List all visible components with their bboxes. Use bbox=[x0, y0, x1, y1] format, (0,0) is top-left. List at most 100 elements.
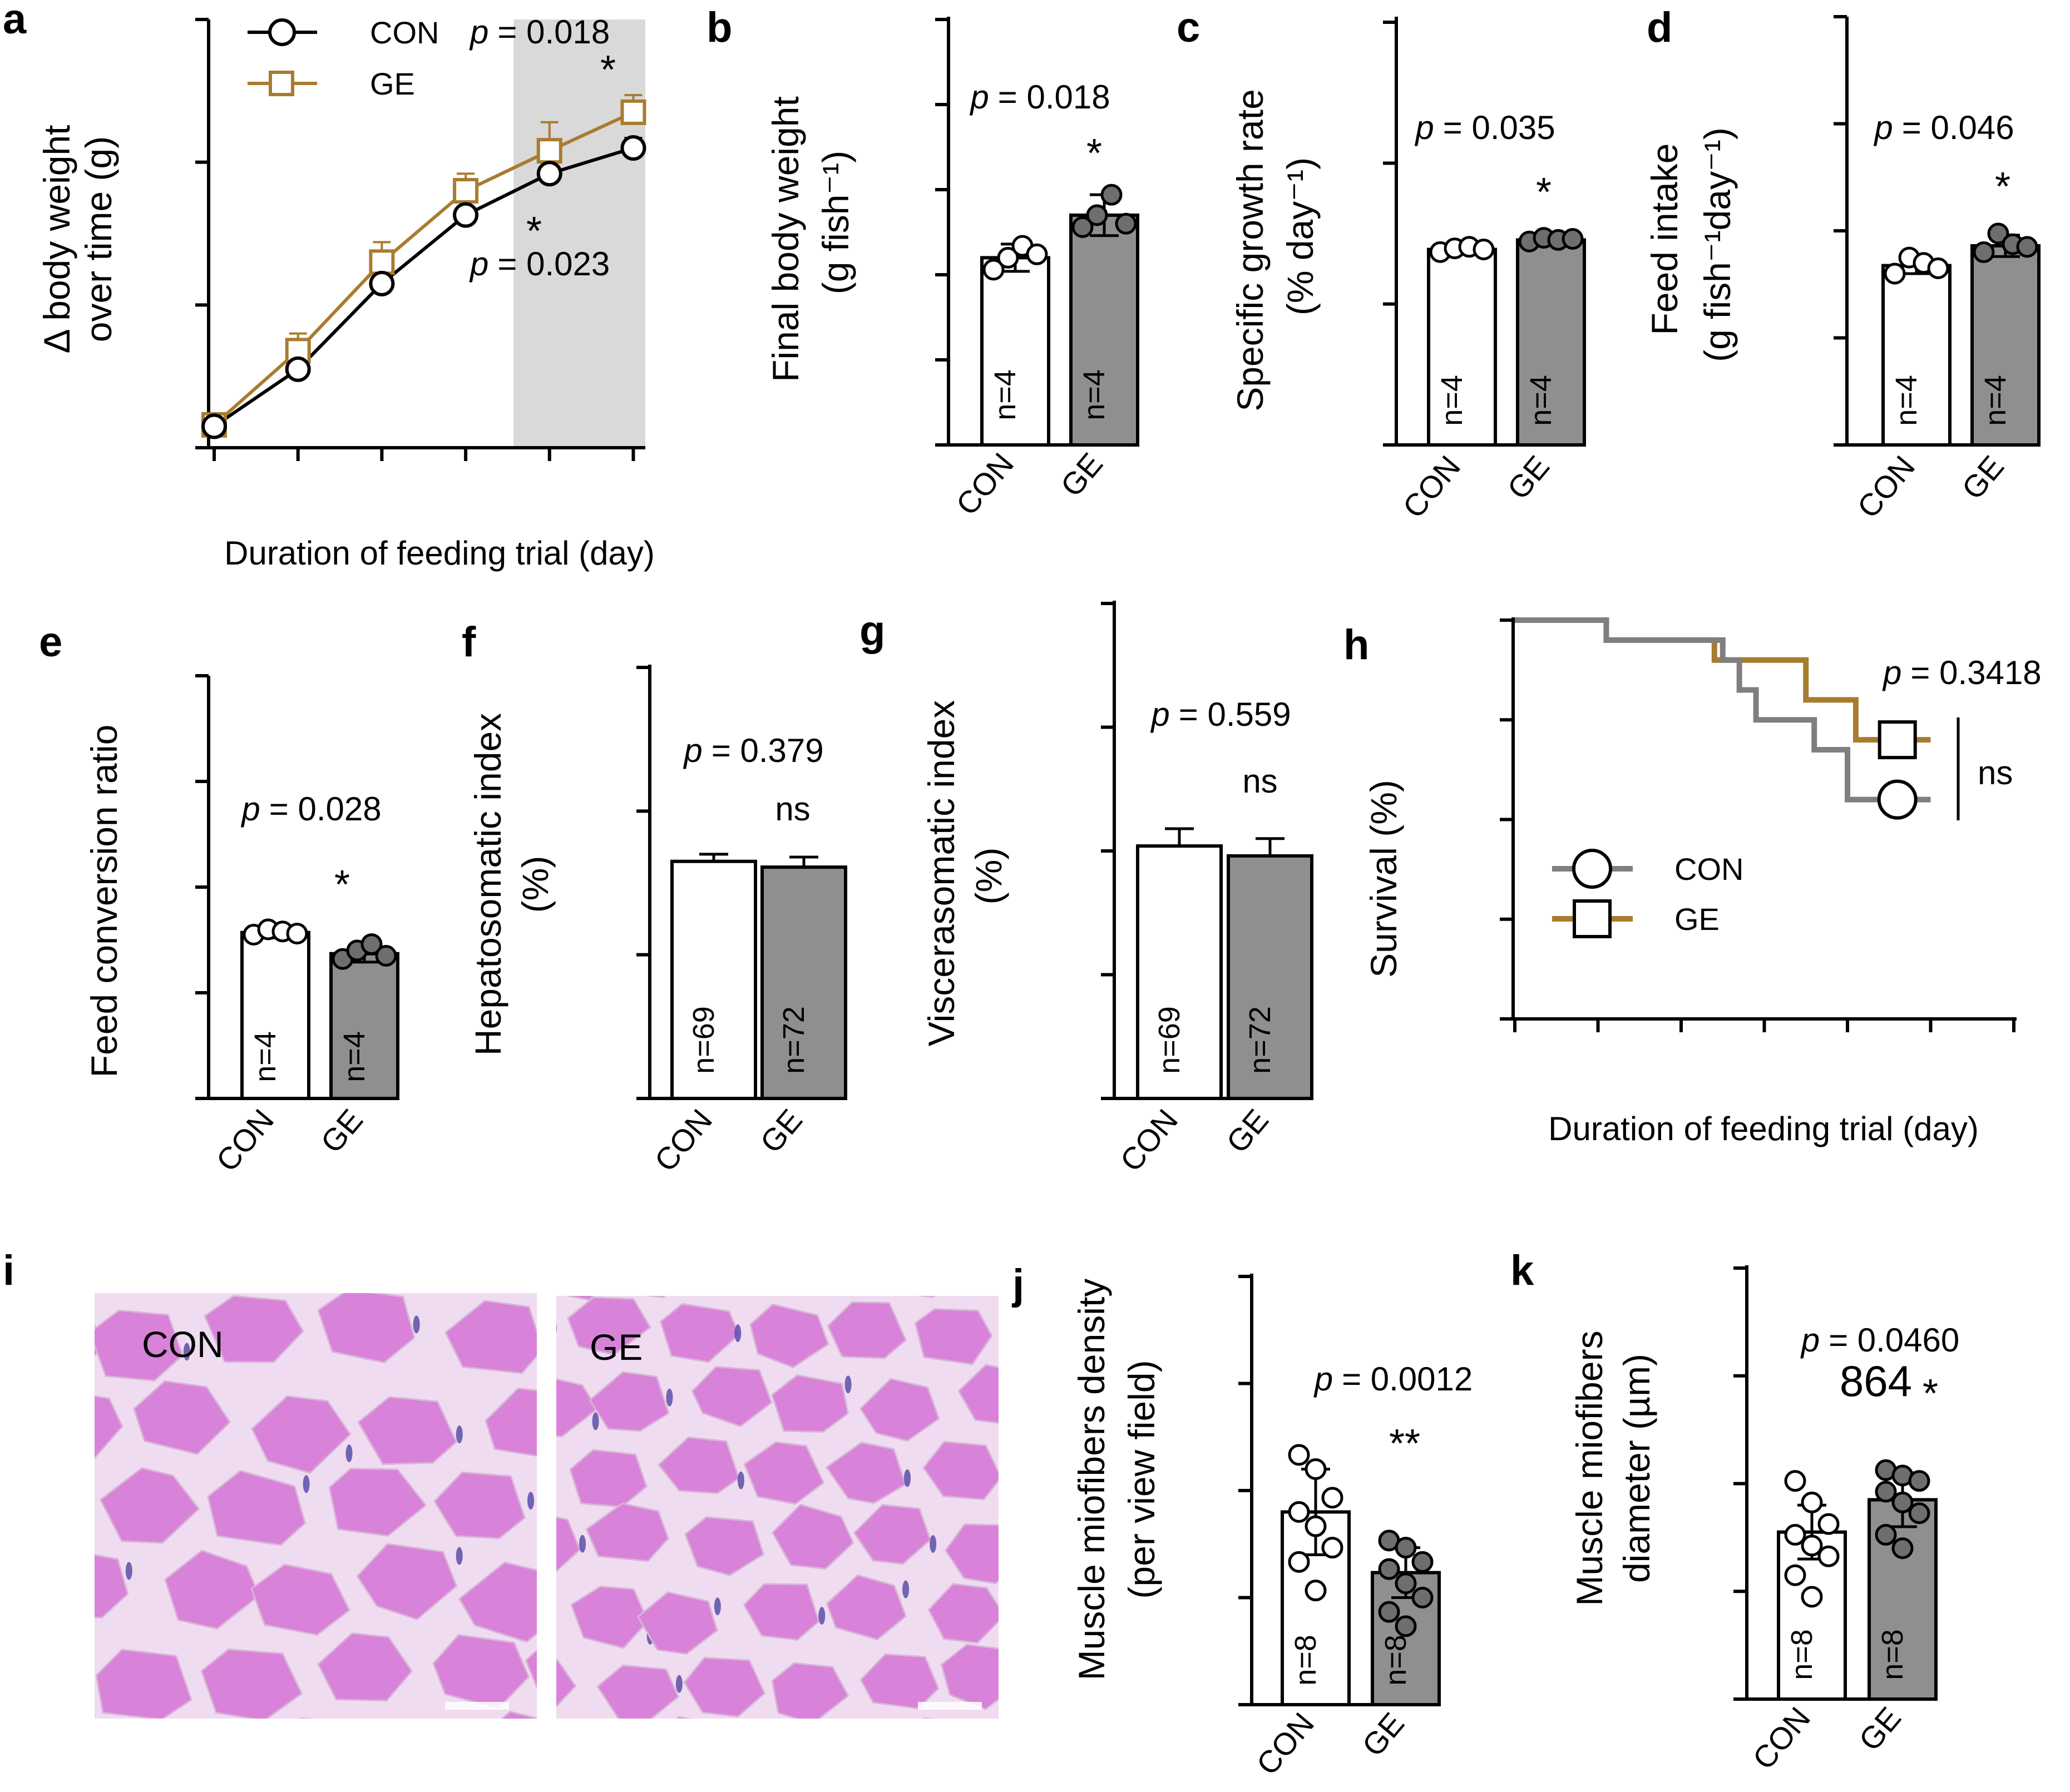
p-symbol: p bbox=[1800, 1321, 1820, 1359]
muscle-fiber bbox=[927, 1583, 999, 1644]
data-point bbox=[1100, 184, 1123, 206]
muscle-fiber bbox=[357, 1396, 458, 1466]
data-point bbox=[1473, 239, 1495, 260]
data-point bbox=[1891, 1491, 1914, 1513]
nucleus bbox=[125, 1562, 132, 1580]
p-number: = 0.035 bbox=[1443, 109, 1555, 146]
muscle-fiber bbox=[525, 1649, 537, 1690]
data-point bbox=[1987, 222, 2009, 245]
data-point-con bbox=[369, 270, 395, 296]
n-label-con: n=8 bbox=[1289, 1635, 1322, 1686]
category-label-ge: GE bbox=[1852, 1700, 1908, 1757]
p-value: p = 0.0012 bbox=[1313, 1360, 1473, 1398]
muscle-fiber bbox=[564, 1296, 594, 1301]
bar-con bbox=[240, 930, 310, 1100]
muscle-fiber bbox=[556, 1378, 599, 1438]
legend-con-label: CON bbox=[1674, 852, 1743, 887]
bar-con bbox=[980, 256, 1050, 447]
muscle-fiber bbox=[52, 1206, 145, 1274]
data-point-con bbox=[285, 356, 311, 382]
p-symbol: p bbox=[1150, 696, 1169, 733]
y-axis-label: Survival (%) bbox=[1363, 780, 1404, 978]
muscle-fiber bbox=[444, 1300, 537, 1374]
y-axis-label-line2: diameter (µm) bbox=[1616, 1354, 1657, 1583]
data-point bbox=[1817, 1545, 1840, 1567]
muscle-fiber bbox=[829, 1722, 910, 1785]
muscle-fiber bbox=[382, 1209, 481, 1278]
panel-label-c: c bbox=[1177, 4, 1200, 51]
muscle-fiber bbox=[659, 1303, 740, 1363]
nucleus bbox=[345, 1444, 353, 1463]
bar-con bbox=[1881, 264, 1952, 447]
data-point bbox=[1305, 1515, 1327, 1537]
significance-label: * bbox=[1536, 170, 1552, 215]
data-point bbox=[1395, 1537, 1417, 1559]
micrograph-label-con: CON bbox=[142, 1324, 224, 1365]
data-point bbox=[360, 933, 383, 956]
muscle-fiber bbox=[749, 1303, 829, 1369]
muscle-fiber bbox=[916, 1296, 936, 1298]
data-point bbox=[1305, 1580, 1327, 1602]
muscle-fiber bbox=[50, 1731, 145, 1792]
micrograph-label-ge: GE bbox=[590, 1326, 643, 1368]
category-label-ge: GE bbox=[1500, 449, 1556, 506]
significance-label: * bbox=[1923, 1372, 1938, 1416]
panel-label-h: h bbox=[1343, 621, 1369, 669]
bar-ge bbox=[1516, 238, 1586, 447]
data-point bbox=[1115, 212, 1137, 235]
data-point-ge bbox=[453, 178, 479, 204]
data-point bbox=[1784, 1470, 1806, 1492]
nucleus bbox=[1031, 1256, 1038, 1274]
p-number: = 0.028 bbox=[269, 790, 382, 828]
data-point bbox=[1288, 1551, 1310, 1573]
nucleus bbox=[734, 1324, 742, 1343]
significance-label: * bbox=[334, 863, 350, 907]
p-value: p = 0.018 bbox=[969, 78, 1110, 116]
nucleus bbox=[303, 1475, 310, 1493]
muscle-fiber bbox=[95, 1309, 184, 1382]
muscle-fiber bbox=[801, 1227, 876, 1289]
category-label-ge: GE bbox=[314, 1102, 369, 1159]
n-label-con: n=4 bbox=[1435, 375, 1469, 426]
category-label-con: CON bbox=[209, 1102, 280, 1178]
p-value: p = 0.035 bbox=[1414, 109, 1555, 146]
muscle-fiber bbox=[596, 1664, 680, 1719]
p-value: p = 0.046 bbox=[1873, 109, 2014, 146]
panel-j: j Muscle miofibers density (per view fie… bbox=[1011, 1261, 1473, 1781]
panel-label-b: b bbox=[707, 4, 732, 51]
muscle-fiber bbox=[496, 1204, 595, 1276]
p-symbol: p bbox=[1414, 109, 1434, 146]
y-axis-label-line1: Feed intake bbox=[1644, 143, 1685, 335]
muscle-fiber bbox=[658, 1436, 740, 1494]
data-point bbox=[1321, 1537, 1343, 1559]
data-point bbox=[1784, 1564, 1806, 1586]
muscle-fiber bbox=[676, 1716, 693, 1719]
data-point-con bbox=[620, 135, 646, 161]
y-axis-label-line1: Specific growth rate bbox=[1229, 89, 1271, 412]
muscle-fiber bbox=[567, 1296, 651, 1356]
n-label-ge: n=8 bbox=[1876, 1629, 1909, 1680]
panel-d: d Feed intake (g fish⁻¹day⁻¹) p = 0.046 *… bbox=[1644, 4, 2041, 524]
panel-f: f Hepatosomatic index (%) p = 0.379 ns n=… bbox=[462, 618, 847, 1178]
data-point bbox=[1411, 1587, 1434, 1608]
panel-label-a: a bbox=[3, 0, 27, 43]
muscle-fiber bbox=[743, 1583, 820, 1641]
panel-h: h Survival (%) Duration of feeding trial… bbox=[1343, 617, 2042, 1147]
p-number: = 0.559 bbox=[1179, 696, 1291, 733]
nucleus bbox=[675, 1675, 683, 1693]
muscle-fiber bbox=[317, 1293, 416, 1364]
muscle-fiber bbox=[826, 1574, 907, 1641]
data-point bbox=[1784, 1524, 1806, 1546]
significance-star-bottom: * bbox=[526, 209, 542, 254]
muscle-fiber bbox=[207, 1469, 306, 1546]
muscle-fiber bbox=[636, 1591, 718, 1655]
legend-ge-marker bbox=[269, 71, 294, 96]
p-value: p = 0.379 bbox=[683, 732, 823, 769]
muscle-fiber bbox=[853, 1504, 932, 1565]
significance-star-top: * bbox=[600, 48, 616, 92]
p-symbol: p bbox=[240, 790, 260, 828]
data-point bbox=[1026, 243, 1048, 265]
y-axis-label-line2: (%) bbox=[968, 848, 1009, 905]
p-number: = 0.0460 bbox=[1829, 1321, 1959, 1359]
p-number: = 0.023 bbox=[497, 245, 610, 283]
